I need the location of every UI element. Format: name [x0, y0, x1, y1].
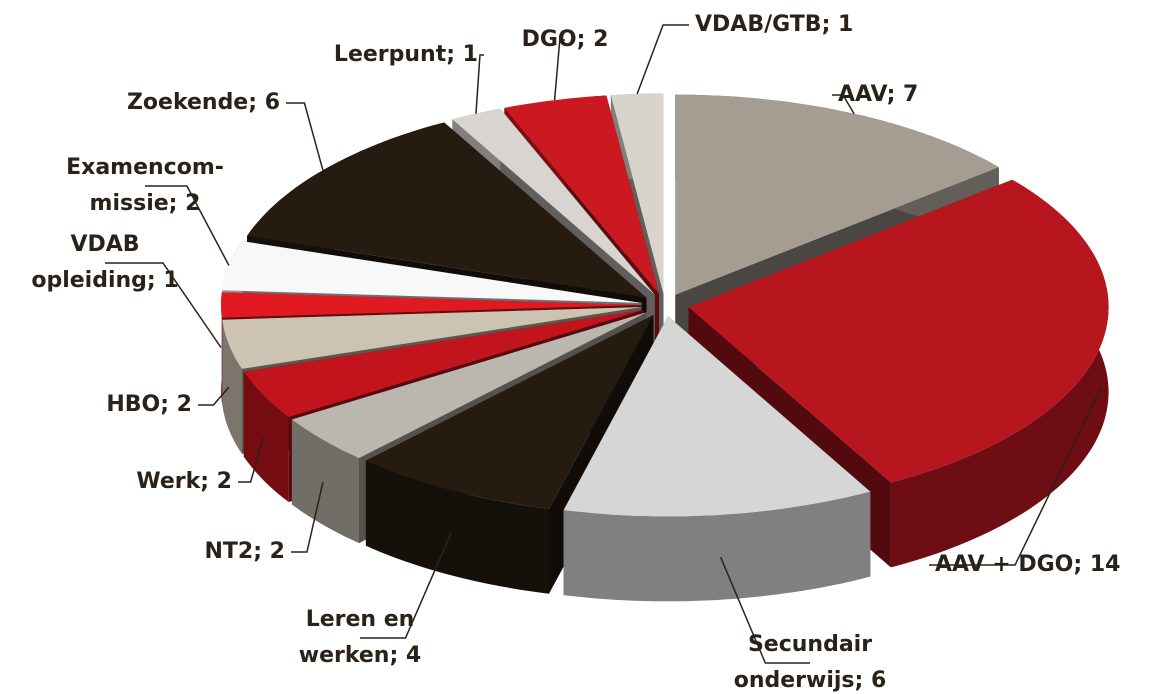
data-label: HBO; 2 — [106, 392, 192, 417]
leader-line — [553, 39, 565, 101]
slice — [221, 292, 641, 318]
leader-line — [832, 94, 855, 115]
slice — [675, 94, 999, 295]
data-label: Leerpunt; 1 — [334, 42, 478, 67]
leader-line — [145, 185, 230, 266]
leader-line — [636, 24, 689, 95]
data-label: Leren en werken; 4 — [299, 607, 421, 668]
slice — [222, 307, 642, 369]
leader-line — [475, 54, 484, 114]
data-label: Secundair onderwijs; 6 — [734, 632, 887, 693]
leader-line — [360, 532, 452, 639]
slice — [365, 315, 654, 509]
leader-line — [929, 386, 1102, 566]
slice-side — [291, 419, 359, 544]
data-label: Examencom-missie; 2 — [66, 155, 224, 216]
slice — [610, 93, 664, 294]
slice — [563, 316, 871, 602]
slice-side — [222, 319, 242, 454]
slice — [222, 241, 642, 303]
leader-line — [238, 437, 264, 483]
data-label: VDAB/GTB; 1 — [695, 12, 853, 37]
data-label: Werk; 2 — [136, 469, 232, 494]
data-label: NT2; 2 — [205, 539, 286, 564]
data-label: DGO; 2 — [522, 27, 609, 52]
data-label: VDAB opleiding; 1 — [31, 232, 178, 293]
slice-side — [563, 491, 871, 602]
leader-line — [198, 386, 230, 406]
slice — [563, 316, 871, 517]
slice-side — [365, 460, 549, 594]
leader-line — [105, 262, 222, 348]
slice — [452, 108, 655, 295]
data-label: Zoekende; 6 — [127, 90, 280, 115]
slice — [247, 122, 647, 298]
slice-side — [243, 371, 289, 502]
leader-line — [286, 102, 324, 171]
slice — [688, 179, 1109, 483]
slice — [291, 312, 647, 459]
slice — [243, 309, 644, 417]
data-label: AAV + DGO; 14 — [935, 552, 1120, 577]
slice — [504, 95, 659, 294]
leader-line — [291, 482, 324, 553]
leader-line — [719, 556, 810, 664]
data-label: AAV; 7 — [838, 82, 918, 107]
